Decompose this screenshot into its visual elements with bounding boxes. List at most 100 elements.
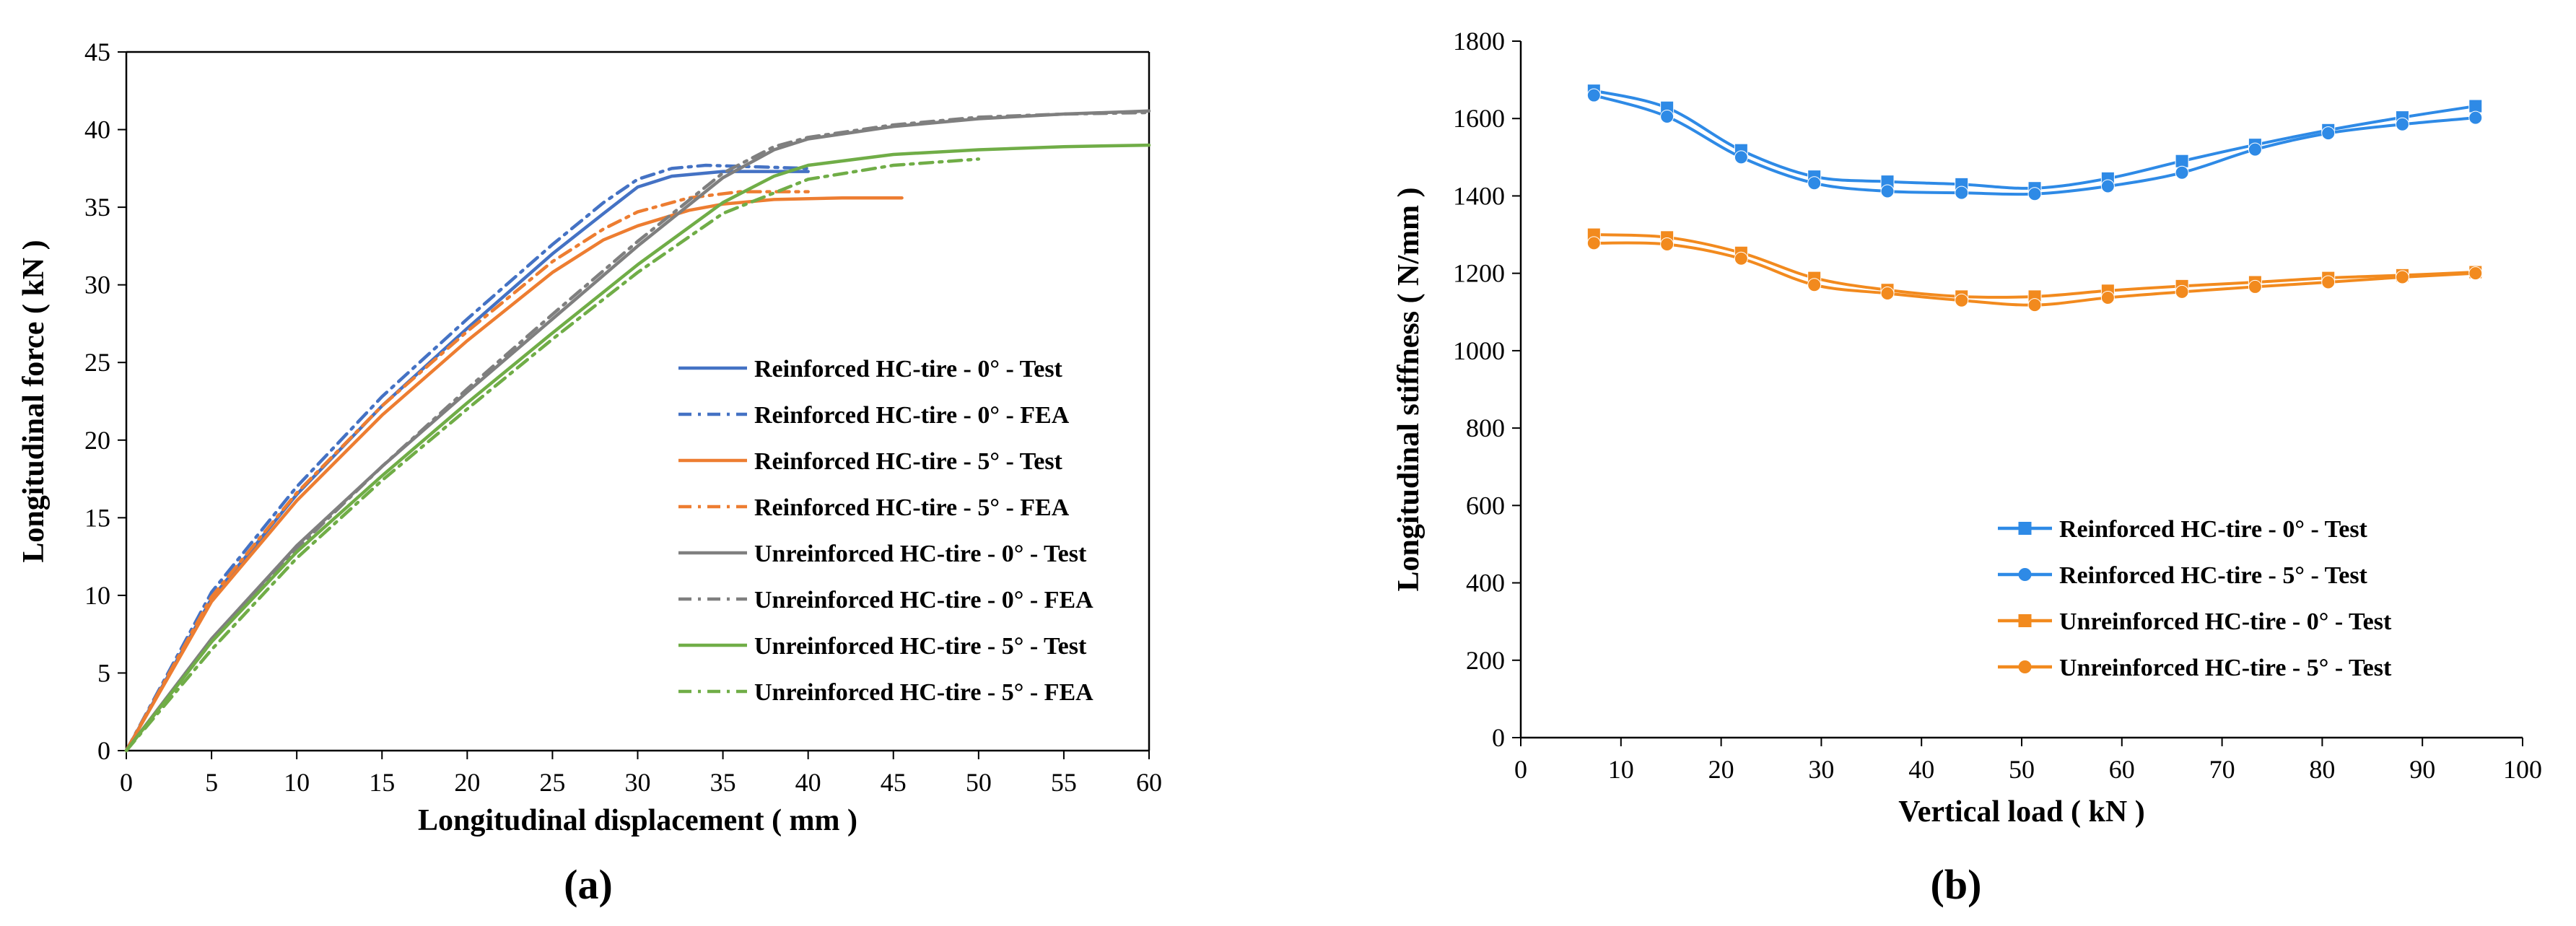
b-y-tick-label: 1400 bbox=[1453, 181, 1505, 210]
a-y-axis-label: Longitudinal force ( kN ) bbox=[17, 240, 51, 562]
a-x-tick-label: 45 bbox=[881, 768, 907, 797]
a-legend: Reinforced HC-tire - 0° - Test Reinforced… bbox=[678, 356, 1093, 706]
a-legend-label-7: Unreinforced HC-tire - 5° - FEA bbox=[754, 679, 1093, 706]
a-legend-label-3: Reinforced HC-tire - 5° - FEA bbox=[754, 494, 1070, 521]
a-x-tick-label: 20 bbox=[454, 768, 480, 797]
a-x-tick-label: 50 bbox=[966, 768, 992, 797]
panel-b-label: (b) bbox=[1931, 861, 1982, 908]
b-x-tick-label: 70 bbox=[2209, 755, 2235, 784]
a-x-tick-label: 30 bbox=[625, 768, 651, 797]
a-legend-label-5: Unreinforced HC-tire - 0° - FEA bbox=[754, 587, 1093, 613]
b-series-1-point bbox=[1880, 184, 1895, 198]
a-series-line-2 bbox=[124, 196, 904, 753]
a-x-tick-label: 15 bbox=[369, 768, 395, 797]
a-series-line-5 bbox=[124, 110, 1151, 753]
b-series-0-point bbox=[2468, 99, 2483, 113]
a-x-tick-label: 40 bbox=[795, 768, 821, 797]
b-series-3-point bbox=[1660, 237, 1675, 251]
a-legend-label-4: Unreinforced HC-tire - 0° - Test bbox=[754, 541, 1087, 567]
b-series-1-point bbox=[2248, 142, 2262, 157]
b-series-1-point bbox=[1586, 88, 1601, 102]
b-series-line-0 bbox=[1592, 89, 2477, 190]
b-series-3-point bbox=[2248, 279, 2262, 294]
b-series-3-point bbox=[2175, 284, 2189, 299]
b-legend: Reinforced HC-tire - 0° - Test Reinforced… bbox=[1998, 516, 2392, 681]
b-series-3-point bbox=[2468, 266, 2483, 281]
chart-b: (b) 0 10 20 30 40 50 60 70 80 90 10002004006008001… bbox=[1392, 27, 2542, 908]
b-legend-label-2: Unreinforced HC-tire - 0° - Test bbox=[2059, 608, 2392, 635]
a-legend-label-2: Reinforced HC-tire - 5° - Test bbox=[754, 448, 1063, 475]
b-y-tick-label: 400 bbox=[1466, 569, 1505, 598]
b-series-line-1 bbox=[1592, 94, 2477, 196]
b-series-1-point bbox=[2395, 117, 2409, 131]
b-legend-marker-2 bbox=[2018, 614, 2032, 627]
b-series-1-point bbox=[1807, 176, 1822, 191]
b-series-1-point bbox=[2175, 165, 2189, 180]
b-legend-marker-3 bbox=[2018, 660, 2032, 673]
b-x-tick-label: 90 bbox=[2409, 755, 2435, 784]
a-x-axis-label: Longitudinal displacement ( mm ) bbox=[418, 804, 857, 837]
b-series-1-point bbox=[1660, 110, 1675, 124]
b-y-tick-label: 800 bbox=[1466, 414, 1505, 442]
a-series-line-3 bbox=[124, 190, 810, 753]
b-series-3-point bbox=[1880, 287, 1895, 301]
b-x-tick-label: 10 bbox=[1608, 755, 1634, 784]
b-series-3-point bbox=[1955, 293, 1969, 307]
a-y-tick-label: 35 bbox=[84, 193, 110, 222]
b-series-1-point bbox=[1734, 150, 1748, 165]
b-series-1-point bbox=[2321, 126, 2336, 141]
a-series-line-1 bbox=[124, 163, 810, 753]
chart-a: (a) 0 5 10 15 20 25 30 35 40 45 50 55 60 0 5 10 15 20 25 30… bbox=[17, 38, 1162, 908]
b-series-3-point bbox=[2027, 298, 2042, 313]
a-y-tick-label: 25 bbox=[84, 348, 110, 377]
a-y-tick-label: 30 bbox=[84, 271, 110, 300]
b-legend-marker-0 bbox=[2018, 522, 2032, 535]
panel-a-label: (a) bbox=[564, 861, 613, 908]
b-y-tick-label: 1000 bbox=[1453, 336, 1505, 365]
b-series-3-point bbox=[2321, 275, 2336, 289]
b-series-3-point bbox=[1807, 278, 1822, 292]
a-y-tick-label: 0 bbox=[97, 736, 110, 765]
b-x-tick-label: 0 bbox=[1514, 755, 1527, 784]
b-x-tick-label: 30 bbox=[1808, 755, 1834, 784]
b-x-tick-label: 60 bbox=[2109, 755, 2135, 784]
b-legend-marker-1 bbox=[2018, 568, 2032, 581]
b-x-axis-label: Vertical load ( kN ) bbox=[1898, 795, 2144, 829]
a-legend-label-1: Reinforced HC-tire - 0° - FEA bbox=[754, 402, 1070, 429]
b-series-1-point bbox=[2468, 110, 2483, 125]
b-series-3-point bbox=[1586, 236, 1601, 250]
a-x-tick-label: 25 bbox=[539, 768, 565, 797]
a-y-tick-label: 5 bbox=[97, 658, 110, 687]
b-y-tick-label: 0 bbox=[1492, 723, 1505, 752]
b-series-1-point bbox=[2100, 179, 2115, 193]
a-x-tick-label: 60 bbox=[1136, 768, 1162, 797]
a-legend-label-6: Unreinforced HC-tire - 5° - Test bbox=[754, 633, 1087, 660]
b-legend-label-0: Reinforced HC-tire - 0° - Test bbox=[2059, 516, 2368, 543]
b-series-3-point bbox=[2100, 290, 2115, 305]
a-series-line-7 bbox=[124, 157, 981, 753]
a-series-line-6 bbox=[124, 143, 1151, 753]
a-y-tick-label: 10 bbox=[84, 581, 110, 610]
b-legend-label-3: Unreinforced HC-tire - 5° - Test bbox=[2059, 655, 2392, 681]
b-series-1-point bbox=[1955, 185, 1969, 200]
b-x-tick-label: 50 bbox=[2009, 755, 2035, 784]
b-y-tick-label: 200 bbox=[1466, 646, 1505, 675]
b-series-line-2 bbox=[1592, 233, 2477, 299]
b-series-3-point bbox=[1734, 251, 1748, 266]
b-y-axis-label: Longitudinal stiffness ( N/mm ) bbox=[1392, 187, 1425, 591]
b-y-tick-label: 1600 bbox=[1453, 104, 1505, 133]
a-legend-label-0: Reinforced HC-tire - 0° - Test bbox=[754, 356, 1063, 383]
a-x-tick-label: 0 bbox=[120, 768, 133, 797]
a-y-tick-label: 45 bbox=[84, 38, 110, 66]
a-y-tick-label: 15 bbox=[84, 503, 110, 532]
a-y-tick-label: 20 bbox=[84, 426, 110, 455]
b-y-tick-label: 1200 bbox=[1453, 259, 1505, 288]
b-x-tick-label: 20 bbox=[1708, 755, 1734, 784]
b-legend-label-1: Reinforced HC-tire - 5° - Test bbox=[2059, 562, 2368, 589]
b-x-tick-label: 40 bbox=[1908, 755, 1934, 784]
b-series-0-point bbox=[2175, 154, 2189, 168]
a-x-tick-label: 10 bbox=[284, 768, 310, 797]
b-y-tick-label: 1800 bbox=[1453, 27, 1505, 56]
a-x-tick-label: 5 bbox=[205, 768, 218, 797]
